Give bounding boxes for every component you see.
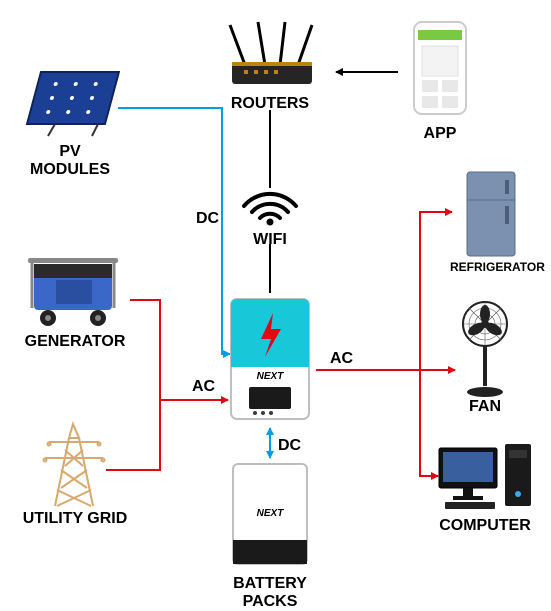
battery-node: NEXT BATTERY PACKS — [225, 460, 315, 611]
dc-pv-label: DC — [196, 210, 219, 228]
generator-label: GENERATOR — [20, 333, 130, 351]
fan-label: FAN — [450, 398, 520, 416]
refrigerator-label: REFRIGERATOR — [450, 260, 532, 274]
routers-label: ROUTERS — [210, 95, 330, 113]
solar-panel-icon — [20, 68, 120, 138]
dc-batt-label: DC — [278, 437, 301, 455]
wifi-label: WIFI — [236, 231, 304, 249]
app-node: APP — [400, 20, 480, 143]
inverter-icon: NEXT — [225, 295, 315, 425]
ac-in-label: AC — [192, 378, 215, 396]
utility-grid-label: UTILITY GRID — [20, 510, 130, 528]
routers-node: ROUTERS — [210, 20, 330, 113]
generator-icon — [20, 250, 130, 328]
wifi-node: WIFI — [236, 190, 304, 249]
smartphone-icon — [408, 20, 472, 120]
fan-icon — [455, 300, 515, 398]
refrigerator-node: REFRIGERATOR — [450, 170, 532, 274]
refrigerator-icon — [463, 170, 519, 260]
computer-icon — [435, 440, 535, 512]
utility-grid-node: UTILITY GRID — [20, 420, 130, 528]
fan-node: FAN — [450, 300, 520, 416]
pv-modules-node: PV MODULES — [20, 68, 120, 179]
computer-node: COMPUTER — [435, 440, 535, 535]
battery-pack-icon: NEXT — [225, 460, 315, 570]
computer-label: COMPUTER — [435, 517, 535, 535]
ac-out-label: AC — [330, 350, 353, 368]
router-icon — [210, 20, 330, 90]
pv-modules-label: PV MODULES — [20, 143, 120, 179]
battery-label: BATTERY PACKS — [225, 575, 315, 611]
svg-text:NEXT: NEXT — [257, 508, 285, 519]
transmission-tower-icon — [35, 420, 115, 510]
svg-text:NEXT: NEXT — [257, 371, 285, 382]
generator-node: GENERATOR — [20, 250, 130, 351]
inverter-node: NEXT — [225, 295, 315, 430]
app-label: APP — [400, 125, 480, 143]
wifi-icon — [236, 190, 304, 226]
